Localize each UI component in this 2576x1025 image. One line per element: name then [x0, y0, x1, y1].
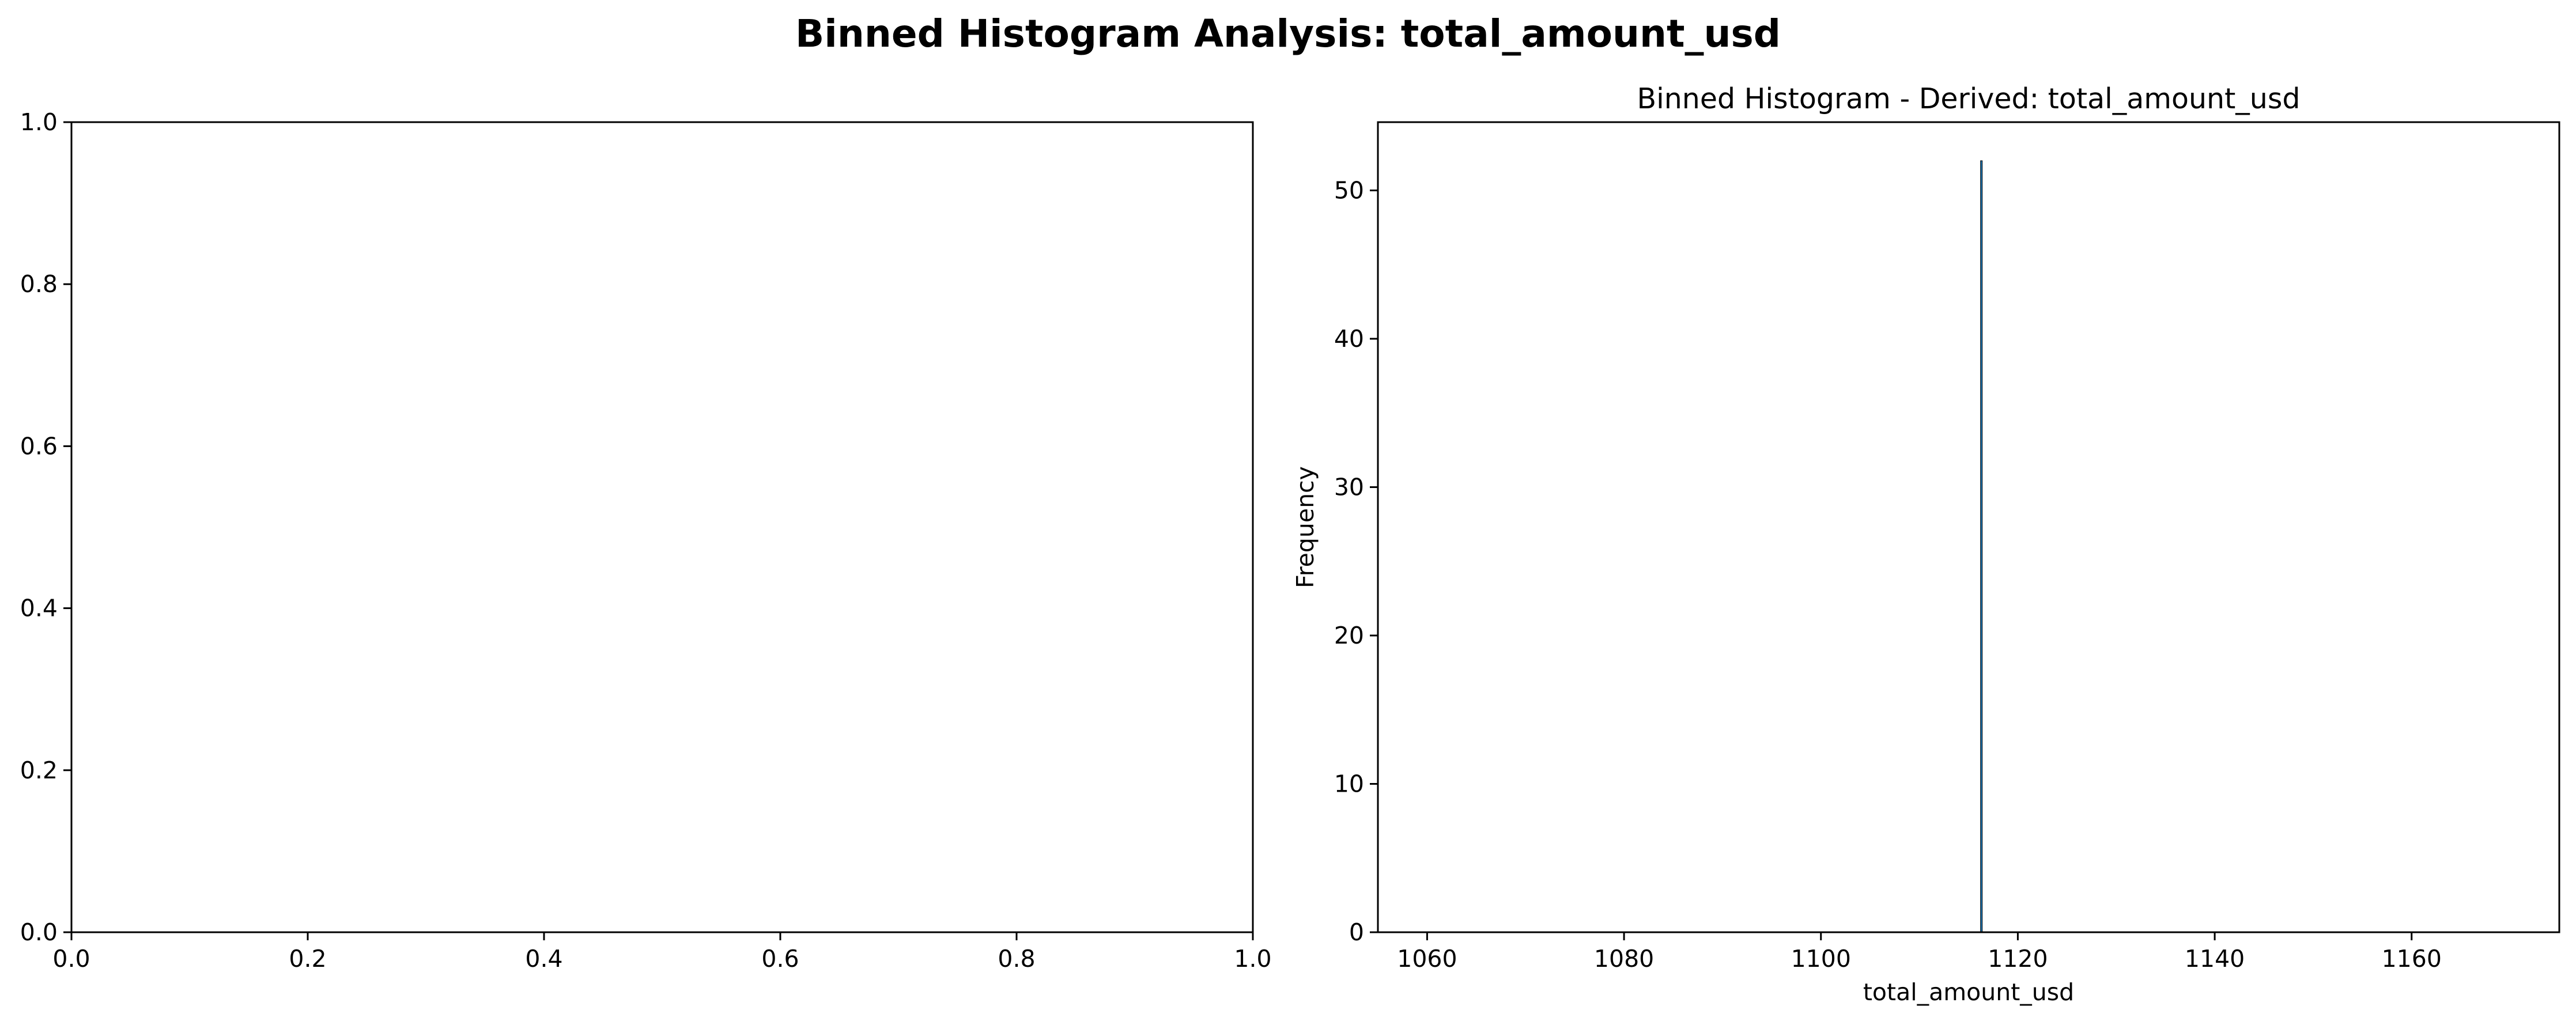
- right-y-tick-label: 50: [1334, 176, 1364, 204]
- left-y-tick-label: 0.2: [20, 757, 58, 784]
- right-x-tick-label: 1160: [2382, 945, 2442, 973]
- right-x-tick-label: 1060: [1397, 945, 1457, 973]
- right-x-axis-label: total_amount_usd: [1863, 978, 2074, 1006]
- right-x-tick-label: 1120: [1988, 945, 2048, 973]
- left-x-tick-label: 0.8: [998, 945, 1035, 973]
- right-histogram-bar: [1980, 160, 1983, 933]
- left-x-tick-label: 0.2: [289, 945, 326, 973]
- right-y-axis-label: Frequency: [1291, 466, 1319, 588]
- right-y-tick-label: 10: [1334, 770, 1364, 797]
- right-y-tick-label: 40: [1334, 325, 1364, 353]
- right-x-tick-label: 1100: [1791, 945, 1851, 973]
- right-x-tick-label: 1080: [1594, 945, 1654, 973]
- left-x-tick-label: 0.4: [525, 945, 562, 973]
- left-axes-frame: [70, 121, 1254, 933]
- left-y-tick-label: 0.6: [20, 432, 58, 460]
- right-y-tick-label: 20: [1334, 622, 1364, 649]
- left-subplot: 0.0 0.2 0.4 0.6 0.8 1.0 0.0 0.2 0.4 0.6 0.8 1.0: [20, 108, 1272, 973]
- left-y-tick-label: 1.0: [20, 108, 58, 136]
- right-y-tick-label: 0: [1349, 918, 1364, 946]
- right-x-tick-label: 1140: [2185, 945, 2245, 973]
- left-x-tick-label: 0.6: [761, 945, 799, 973]
- left-x-tick-label: 1.0: [1234, 945, 1271, 973]
- left-x-tick-label: 0.0: [52, 945, 90, 973]
- right-axes-frame: [1377, 121, 2560, 933]
- right-subplot: 1060 1080 1100 1120 1140 1160 0 10 20 30 40 50 Binne…: [1291, 82, 2560, 1006]
- right-subplot-title: Binned Histogram - Derived: total_amount…: [1637, 82, 2301, 115]
- figure-title: Binned Histogram Analysis: total_amount_…: [795, 12, 1781, 56]
- left-y-tick-label: 0.8: [20, 270, 58, 298]
- right-y-tick-label: 30: [1334, 473, 1364, 501]
- left-y-tick-label: 0.4: [20, 595, 58, 622]
- left-y-tick-label: 0.0: [20, 918, 58, 946]
